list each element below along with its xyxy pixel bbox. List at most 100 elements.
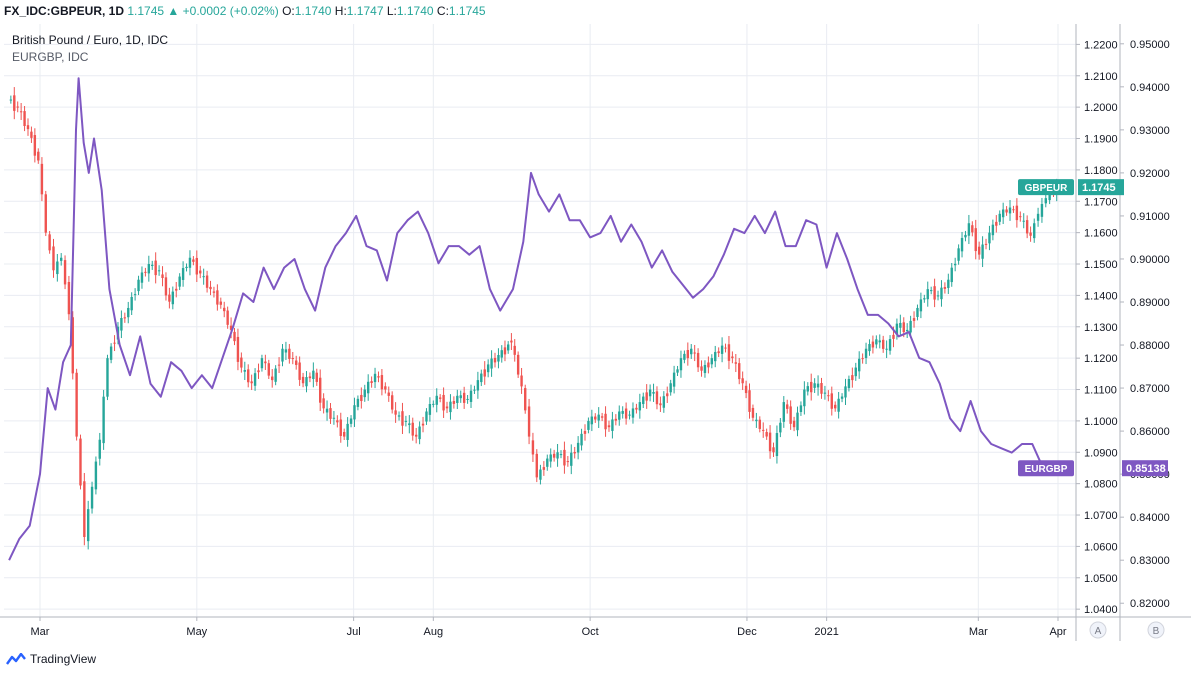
- tick-label-x: Aug: [424, 626, 444, 638]
- candle-body: [535, 453, 538, 478]
- candle-body: [71, 317, 74, 374]
- candle-body: [356, 398, 360, 407]
- candle-body: [339, 419, 342, 436]
- candle-body: [94, 461, 98, 490]
- candle-body: [734, 362, 738, 364]
- tick-label-a: 1.0400: [1084, 604, 1118, 616]
- candle-body: [758, 419, 761, 429]
- candle-body: [1033, 223, 1036, 239]
- candle-body: [683, 353, 686, 360]
- candle-body: [580, 433, 583, 446]
- candle-body: [205, 275, 209, 288]
- candle-body: [377, 376, 380, 378]
- tick-label-x: May: [186, 626, 207, 638]
- candle-body: [799, 405, 803, 412]
- candle-body: [847, 378, 851, 389]
- candle-body: [168, 294, 171, 302]
- candle-body: [445, 406, 449, 409]
- candle-body: [147, 264, 151, 274]
- candle-body: [390, 395, 394, 410]
- candle-body: [366, 381, 370, 394]
- open-label: O:: [282, 4, 295, 18]
- low-value: 1.1740: [396, 4, 434, 18]
- tick-label-x: Apr: [1049, 626, 1066, 638]
- open-value: 1.1740: [294, 4, 332, 18]
- axis-b-button[interactable]: [1147, 621, 1165, 639]
- candle-body: [435, 395, 438, 405]
- axis-a-button[interactable]: [1089, 621, 1107, 639]
- candle-body: [570, 452, 573, 466]
- candle-body: [923, 298, 926, 300]
- candle-body: [181, 268, 185, 280]
- candle-body: [710, 358, 714, 365]
- candle-body: [438, 397, 442, 399]
- candle-body: [813, 383, 816, 388]
- eurgbp-line: [8, 77, 1059, 561]
- candle-body: [974, 228, 977, 252]
- candle-body: [113, 342, 116, 344]
- chart-header: FX_IDC:GBPEUR, 1D 1.1745 ▲ +0.0002 (+0.0…: [4, 0, 486, 22]
- candle-body: [977, 246, 981, 255]
- candle-body: [342, 432, 346, 437]
- candle-body: [308, 376, 312, 379]
- candle-body: [414, 434, 418, 437]
- candle-body: [741, 378, 744, 384]
- candle-body: [360, 394, 363, 402]
- legend-title: British Pound / Euro, 1D, IDC: [12, 33, 169, 47]
- candle-body: [953, 263, 957, 266]
- candle-body: [490, 358, 493, 369]
- tick-label-b: 0.90000: [1130, 254, 1170, 266]
- candle-body: [912, 318, 916, 321]
- candle-body: [727, 344, 731, 361]
- tick-label-a: 1.1200: [1084, 353, 1118, 365]
- candle-body: [690, 348, 693, 355]
- candle-body: [871, 341, 875, 348]
- candle-body: [192, 259, 195, 262]
- candle-body: [449, 401, 452, 413]
- footer[interactable]: TradingView: [6, 652, 96, 666]
- tradingview-logo-icon: [6, 653, 26, 665]
- candle-body: [724, 347, 727, 349]
- candle-body: [700, 366, 703, 371]
- candle-body: [291, 358, 294, 360]
- candle-body: [789, 406, 792, 424]
- candle-body: [772, 447, 775, 453]
- candle-body: [329, 408, 332, 419]
- candle-body: [312, 370, 315, 380]
- tick-label-x: Jul: [347, 626, 361, 638]
- tick-label-b: 0.82000: [1130, 598, 1170, 610]
- candle-body: [277, 364, 281, 366]
- tick-label-a: 1.1400: [1084, 290, 1118, 302]
- candle-body: [830, 393, 833, 409]
- tick-label-x: Dec: [737, 626, 757, 638]
- candle-body: [109, 346, 113, 360]
- tick-label-b: 0.87000: [1130, 383, 1170, 395]
- candle-body: [137, 279, 140, 292]
- candle-body: [26, 125, 30, 130]
- candle-body: [1048, 192, 1051, 201]
- candle-body: [48, 234, 51, 251]
- tick-label-x: Mar: [31, 626, 50, 638]
- candle-body: [13, 95, 16, 111]
- candle-body: [888, 339, 892, 351]
- candle-body: [864, 348, 868, 359]
- candle-body: [216, 290, 219, 305]
- candle-body: [703, 364, 707, 374]
- candle-body: [679, 358, 683, 371]
- candle-body: [425, 411, 428, 422]
- tick-label-a: 1.1900: [1084, 134, 1118, 146]
- candle-body: [120, 317, 123, 331]
- candle-body: [370, 381, 373, 383]
- candle-body: [686, 349, 690, 359]
- candle-body: [590, 416, 594, 425]
- candle-body: [748, 390, 751, 412]
- candle-body: [943, 287, 947, 289]
- candle-body: [621, 410, 624, 414]
- candle-body: [247, 369, 250, 383]
- candle-body: [628, 414, 631, 416]
- candle-body: [151, 264, 154, 267]
- candle-body: [219, 301, 222, 305]
- candle-body: [295, 360, 298, 365]
- candle-body: [459, 395, 462, 399]
